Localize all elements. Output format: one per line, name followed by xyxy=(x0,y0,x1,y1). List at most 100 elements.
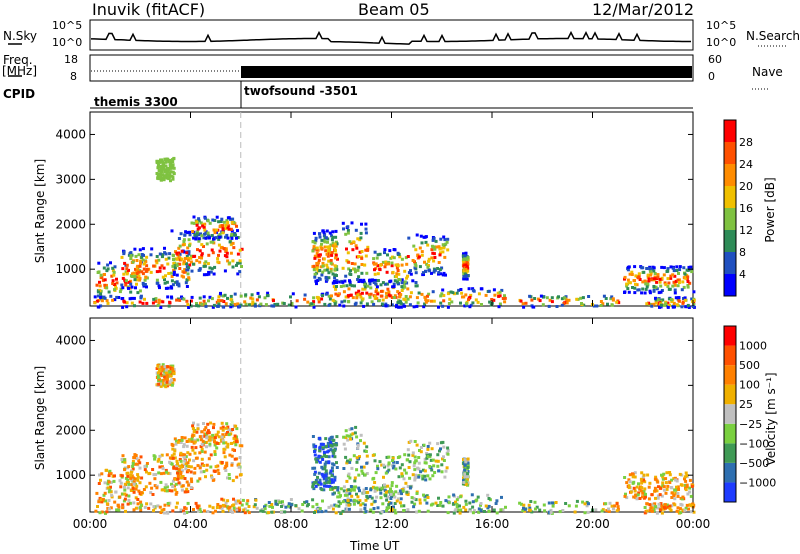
data-cell xyxy=(645,509,649,513)
data-cell xyxy=(211,305,215,309)
data-cell xyxy=(378,252,382,256)
data-cell xyxy=(240,444,244,448)
data-cell xyxy=(426,474,430,478)
data-cell xyxy=(137,270,141,274)
data-cell xyxy=(196,438,200,442)
data-cell xyxy=(389,497,393,500)
data-cell xyxy=(99,292,103,296)
data-cell xyxy=(640,291,644,295)
data-cell xyxy=(382,475,385,479)
data-cell xyxy=(212,422,216,426)
data-cell xyxy=(112,479,116,483)
data-cell xyxy=(99,498,103,502)
data-cell xyxy=(321,442,325,446)
data-cell xyxy=(156,373,160,377)
data-cell xyxy=(324,509,328,513)
data-cell xyxy=(133,462,137,466)
data-cell xyxy=(104,468,108,472)
data-cell xyxy=(443,238,447,242)
data-cell xyxy=(166,471,170,475)
data-cell xyxy=(448,297,452,301)
data-cell xyxy=(238,261,242,265)
data-cell xyxy=(165,374,169,378)
data-cell xyxy=(125,272,129,276)
data-cell xyxy=(666,269,670,273)
data-cell xyxy=(629,490,633,494)
data-cell xyxy=(659,284,663,288)
data-cell xyxy=(672,301,676,305)
data-cell xyxy=(363,507,367,510)
data-cell xyxy=(452,493,456,497)
data-cell xyxy=(152,473,156,477)
data-cell xyxy=(662,472,666,476)
nsearch-tick-top: 10^5 xyxy=(706,19,737,32)
data-cell xyxy=(427,292,431,296)
data-cell xyxy=(271,505,274,509)
data-cell xyxy=(581,296,585,300)
data-cell xyxy=(452,511,456,515)
data-cell xyxy=(676,506,680,510)
data-cell xyxy=(339,487,343,491)
data-cell xyxy=(606,302,609,306)
data-cell xyxy=(123,485,126,489)
data-cell xyxy=(430,468,434,472)
data-cell xyxy=(632,495,636,499)
data-cell xyxy=(334,504,338,508)
data-cell xyxy=(413,266,417,270)
data-cell xyxy=(348,498,352,502)
data-cell xyxy=(157,382,161,386)
data-cell xyxy=(217,295,221,299)
data-cell xyxy=(686,492,690,496)
data-cell xyxy=(188,244,191,248)
data-cell xyxy=(161,378,165,382)
data-cell xyxy=(190,480,194,484)
data-cell xyxy=(634,282,637,286)
data-cell xyxy=(690,504,694,508)
data-cell xyxy=(310,302,314,306)
data-cell xyxy=(159,174,163,178)
data-cell xyxy=(170,462,174,466)
data-cell xyxy=(352,485,356,489)
data-cell xyxy=(190,254,193,258)
data-cell xyxy=(651,504,655,508)
data-cell xyxy=(447,501,451,505)
data-cell xyxy=(530,298,534,302)
data-cell xyxy=(541,303,545,307)
data-cell xyxy=(195,232,199,236)
data-cell xyxy=(327,505,331,509)
data-cell xyxy=(215,506,219,509)
data-cell xyxy=(484,293,488,297)
data-cell xyxy=(371,453,375,457)
data-cell xyxy=(684,506,688,510)
data-cell xyxy=(170,383,174,387)
data-cell xyxy=(428,465,432,468)
data-cell xyxy=(672,269,676,273)
data-cell xyxy=(317,300,321,304)
data-cell xyxy=(477,292,481,296)
data-cell xyxy=(208,266,212,270)
data-cell xyxy=(411,259,415,262)
data-cell xyxy=(141,258,145,262)
data-cell xyxy=(462,458,465,461)
data-cell xyxy=(411,279,415,283)
data-cell xyxy=(441,504,445,508)
data-cell xyxy=(392,285,396,289)
data-cell xyxy=(317,456,321,460)
data-cell xyxy=(426,455,430,458)
data-cell xyxy=(626,287,630,291)
data-cell xyxy=(224,235,227,239)
data-cell xyxy=(392,282,396,286)
data-cell xyxy=(392,460,396,464)
x-tick-label: 04:00 xyxy=(173,517,208,531)
data-cell xyxy=(227,506,231,510)
data-cell xyxy=(195,223,199,227)
data-cell xyxy=(628,272,632,276)
data-cell xyxy=(219,438,223,442)
data-cell xyxy=(164,274,167,278)
data-cell xyxy=(384,471,388,475)
data-cell xyxy=(692,303,696,306)
data-cell xyxy=(161,300,165,304)
data-cell xyxy=(417,291,421,295)
data-cell xyxy=(172,378,176,382)
data-cell xyxy=(245,502,249,506)
